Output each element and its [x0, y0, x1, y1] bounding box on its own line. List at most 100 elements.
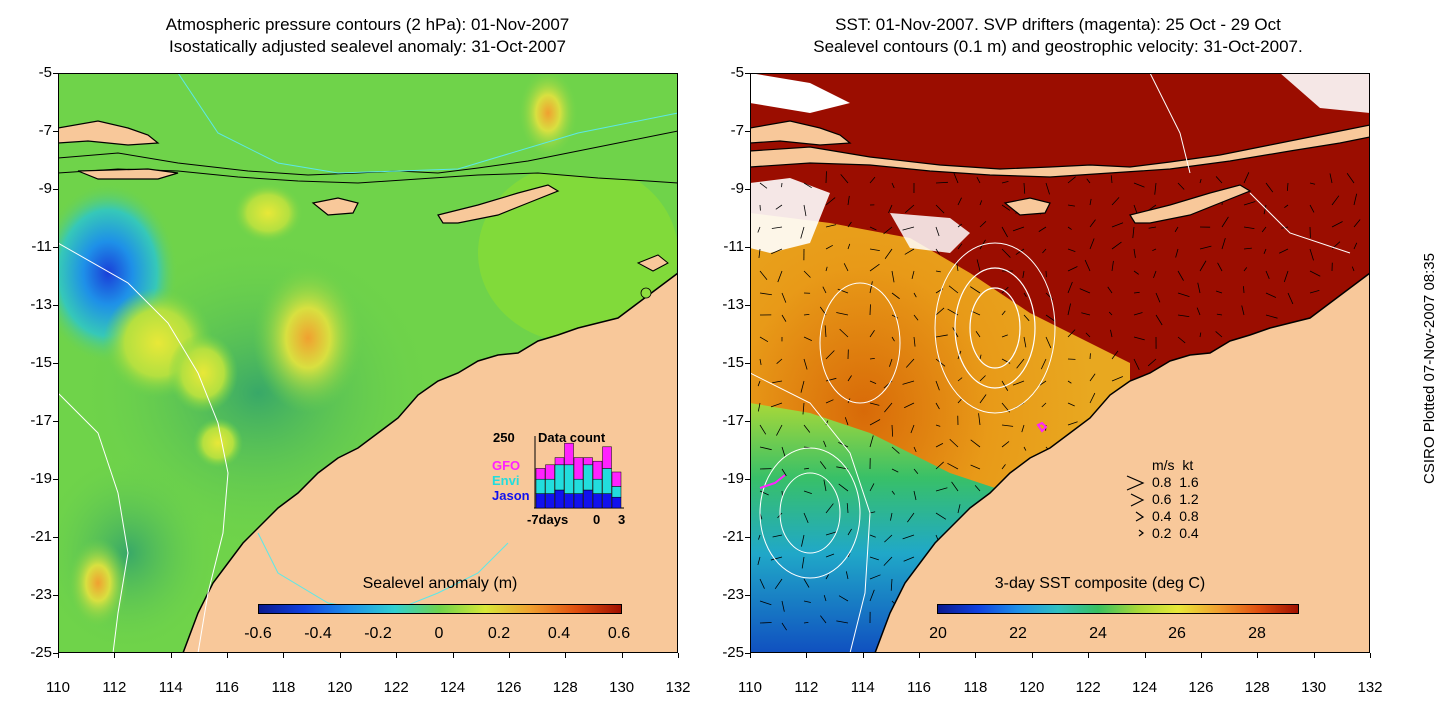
- velocity-arrow: [1086, 178, 1091, 184]
- velocity-arrow: [776, 424, 783, 436]
- velocity-arrow: [1265, 314, 1278, 319]
- velocity-arrow: [836, 312, 849, 316]
- velocity-arrow: [803, 621, 809, 624]
- velocity-arrow: [1265, 270, 1270, 279]
- velocity-arrow: [902, 380, 915, 385]
- velocity-arrow: [771, 248, 783, 255]
- y-tick-label: -21: [722, 528, 744, 545]
- velocity-arrow: [1133, 291, 1140, 294]
- velocity-arrow: [902, 534, 915, 540]
- velocity-legend-row: 0.2 0.4: [1152, 525, 1199, 541]
- velocity-legend-header: m/s kt: [1152, 457, 1194, 473]
- velocity-arrow: [803, 313, 810, 316]
- velocity-arrow: [935, 443, 944, 448]
- velocity-arrow: [820, 615, 827, 624]
- velocity-arrow: [974, 485, 981, 492]
- velocity-arrow: [1174, 226, 1179, 233]
- velocity-arrow: [772, 534, 783, 538]
- velocity-arrow: [970, 286, 981, 294]
- data-count-title: Data count: [538, 430, 606, 445]
- velocity-arrow: [825, 266, 828, 272]
- sealevel-anomaly-map: [58, 73, 678, 653]
- velocity-arrow: [953, 172, 959, 184]
- y-tick-label: -9: [38, 180, 52, 197]
- legend-jason: Jason: [492, 488, 530, 503]
- velocity-arrow: [891, 490, 895, 495]
- y-tick-label: -5: [730, 64, 744, 81]
- x-tick-label: 120: [327, 679, 353, 696]
- velocity-arrow: [935, 461, 944, 470]
- velocity-arrow: [1001, 204, 1011, 211]
- velocity-arrow-icon: [1138, 529, 1144, 537]
- velocity-arrow: [825, 197, 836, 206]
- sealevel-colorbar-label: Sealevel anomaly (m): [362, 575, 518, 592]
- sst-colorbar-label: 3-day SST composite (deg C): [994, 575, 1206, 592]
- velocity-arrow: [757, 380, 761, 387]
- sst-tick: 20: [929, 625, 947, 642]
- x-tick-mark: [170, 653, 172, 658]
- velocity-arrow: [758, 534, 761, 540]
- velocity-arrow: [803, 467, 809, 470]
- velocity-arrow: [1155, 314, 1163, 326]
- velocity-arrow: [823, 440, 827, 448]
- velocity-arrow: [1265, 182, 1274, 193]
- velocity-arrow: [757, 226, 761, 233]
- velocity-arrow: [847, 552, 851, 558]
- velocity-arrow: [840, 174, 849, 184]
- velocity-arrow: [1001, 286, 1009, 294]
- x-tick-mark: [227, 653, 229, 658]
- velocity-arrow: [935, 334, 948, 338]
- velocity-arrow: [1197, 282, 1201, 294]
- sl-tick: 0.2: [487, 625, 511, 642]
- x-tick-label: 118: [271, 679, 296, 696]
- velocity-arrow: [781, 600, 785, 612]
- velocity-arrow: [935, 402, 940, 410]
- velocity-arrow: [869, 176, 876, 184]
- velocity-arrow: [1243, 172, 1250, 184]
- velocity-arrow: [1023, 336, 1027, 348]
- velocity-arrow: [913, 314, 919, 321]
- velocity-arrow-icons: [1126, 475, 1145, 537]
- velocity-arrow: [757, 556, 761, 566]
- velocity-arrow: [904, 248, 915, 255]
- velocity-arrow: [803, 512, 809, 524]
- y-tick-label: -25: [722, 644, 744, 661]
- y-tick-mark: [53, 131, 58, 132]
- velocity-arrow: [1283, 270, 1289, 283]
- velocity-arrow: [1196, 307, 1201, 316]
- y-tick-mark: [53, 73, 58, 74]
- x-tick-mark: [508, 653, 510, 658]
- velocity-arrow: [1038, 226, 1047, 232]
- velocity-arrow: [1243, 267, 1248, 272]
- velocity-arrow: [825, 350, 835, 360]
- velocity-arrow: [1021, 424, 1025, 433]
- velocity-arrow: [1001, 464, 1006, 470]
- velocity-arrow: [869, 226, 877, 231]
- velocity-arrow: [913, 336, 916, 347]
- right-title-line1: SST: 01-Nov-2007. SVP drifters (magenta)…: [835, 15, 1281, 34]
- x-tick-mark: [452, 653, 454, 658]
- x-tick-label: 122: [383, 679, 409, 696]
- velocity-arrow: [947, 462, 959, 470]
- sst-map: [750, 73, 1370, 653]
- velocity-arrow: [770, 556, 783, 561]
- left-title-line1: Atmospheric pressure contours (2 hPa): 0…: [165, 15, 570, 34]
- velocity-arrow: [1012, 380, 1025, 386]
- velocity-arrow: [913, 446, 917, 453]
- velocity-legend-row: 0.6 1.2: [1152, 491, 1199, 507]
- velocity-arrow: [777, 270, 783, 283]
- velocity-arrow: [935, 181, 948, 184]
- velocity-arrow: [825, 503, 834, 514]
- x-tick-label: 114: [850, 679, 875, 696]
- velocity-arrow: [975, 330, 981, 338]
- x-tick-label: 130: [1301, 679, 1327, 696]
- velocity-arrow: [957, 197, 962, 206]
- velocity-arrow: [869, 248, 880, 252]
- x-tick-label: 116: [215, 679, 240, 696]
- velocity-arrow: [759, 600, 772, 606]
- velocity-arrow: [1089, 219, 1096, 228]
- velocity-arrow: [1177, 314, 1190, 318]
- velocity-arrow: [883, 226, 893, 235]
- y-tick-mark: [53, 595, 58, 596]
- velocity-arrow: [1261, 226, 1267, 233]
